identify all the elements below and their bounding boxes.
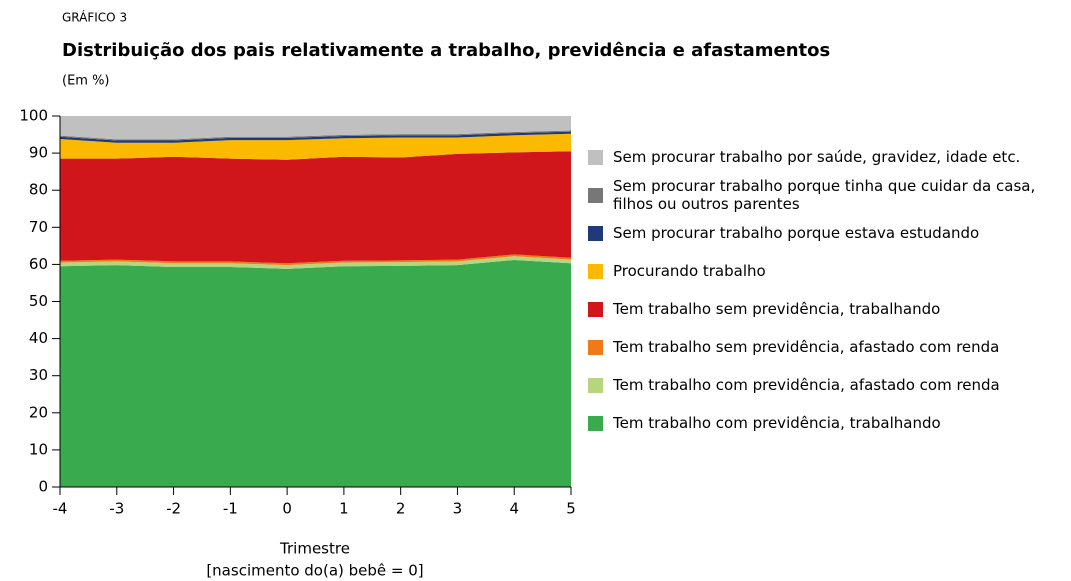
kicker: GRÁFICO 3 — [62, 10, 127, 25]
x-tick-label: 0 — [282, 500, 292, 518]
y-tick-label: 40 — [29, 329, 48, 347]
chart-title: Distribuição dos pais relativamente a tr… — [62, 40, 830, 61]
legend-label: Tem trabalho sem previdência, afastado c… — [613, 338, 1000, 356]
legend-swatch — [588, 187, 603, 203]
legend-item: Tem trabalho sem previdência, afastado c… — [588, 328, 1063, 366]
legend-label: Sem procurar trabalho porque tinha que c… — [613, 177, 1036, 213]
area — [60, 131, 571, 143]
legend-label: Sem procurar trabalho porque estava estu… — [613, 224, 980, 242]
legend-label: Procurando trabalho — [613, 262, 766, 280]
y-tick-label: 0 — [38, 478, 48, 496]
area — [60, 116, 571, 140]
y-tick-label: 70 — [29, 218, 48, 236]
x-tick-label: -1 — [223, 500, 238, 518]
y-tick-label: 10 — [29, 440, 48, 458]
legend-label: Tem trabalho com previdência, afastado c… — [613, 376, 1000, 394]
legend-swatch — [588, 149, 603, 165]
x-tick-label: -3 — [109, 500, 124, 518]
legend-swatch — [588, 263, 603, 279]
legend-swatch — [588, 339, 603, 355]
legend-item: Tem trabalho sem previdência, trabalhand… — [588, 290, 1063, 328]
area — [60, 130, 571, 141]
x-tick-label: 5 — [566, 500, 576, 518]
x-tick-label: 4 — [509, 500, 519, 518]
y-tick-label: 20 — [29, 403, 48, 421]
legend-label: Sem procurar trabalho por saúde, gravide… — [613, 148, 1021, 166]
legend: Sem procurar trabalho por saúde, gravide… — [588, 138, 1063, 442]
legend-item: Sem procurar trabalho porque tinha que c… — [588, 176, 1063, 214]
x-tick-label: 3 — [453, 500, 463, 518]
area — [60, 256, 571, 269]
legend-item: Procurando trabalho — [588, 252, 1063, 290]
legend-swatch — [588, 225, 603, 241]
x-tick-label: 2 — [396, 500, 406, 518]
x-axis-label: [nascimento do(a) bebê = 0] — [206, 562, 423, 580]
y-tick-label: 60 — [29, 255, 48, 273]
legend-label: Tem trabalho sem previdência, trabalhand… — [613, 300, 941, 318]
subtitle: (Em %) — [62, 74, 110, 89]
area — [60, 254, 571, 266]
y-tick-label: 100 — [19, 107, 48, 125]
legend-swatch — [588, 301, 603, 317]
legend-item: Sem procurar trabalho porque estava estu… — [588, 214, 1063, 252]
y-tick-label: 50 — [29, 292, 48, 310]
legend-swatch — [588, 377, 603, 393]
y-tick-label: 80 — [29, 181, 48, 199]
y-tick-label: 90 — [29, 144, 48, 162]
legend-label: Tem trabalho com previdência, trabalhand… — [613, 414, 941, 432]
x-tick-label: 1 — [339, 500, 349, 518]
x-axis-label: Trimestre — [279, 540, 350, 558]
area — [60, 151, 571, 264]
legend-swatch — [588, 415, 603, 431]
area — [60, 133, 571, 160]
y-tick-label: 30 — [29, 366, 48, 384]
legend-item: Tem trabalho com previdência, afastado c… — [588, 366, 1063, 404]
x-tick-label: -4 — [53, 500, 68, 518]
legend-item: Sem procurar trabalho por saúde, gravide… — [588, 138, 1063, 176]
x-tick-label: -2 — [166, 500, 181, 518]
area — [60, 259, 571, 487]
legend-item: Tem trabalho com previdência, trabalhand… — [588, 404, 1063, 442]
